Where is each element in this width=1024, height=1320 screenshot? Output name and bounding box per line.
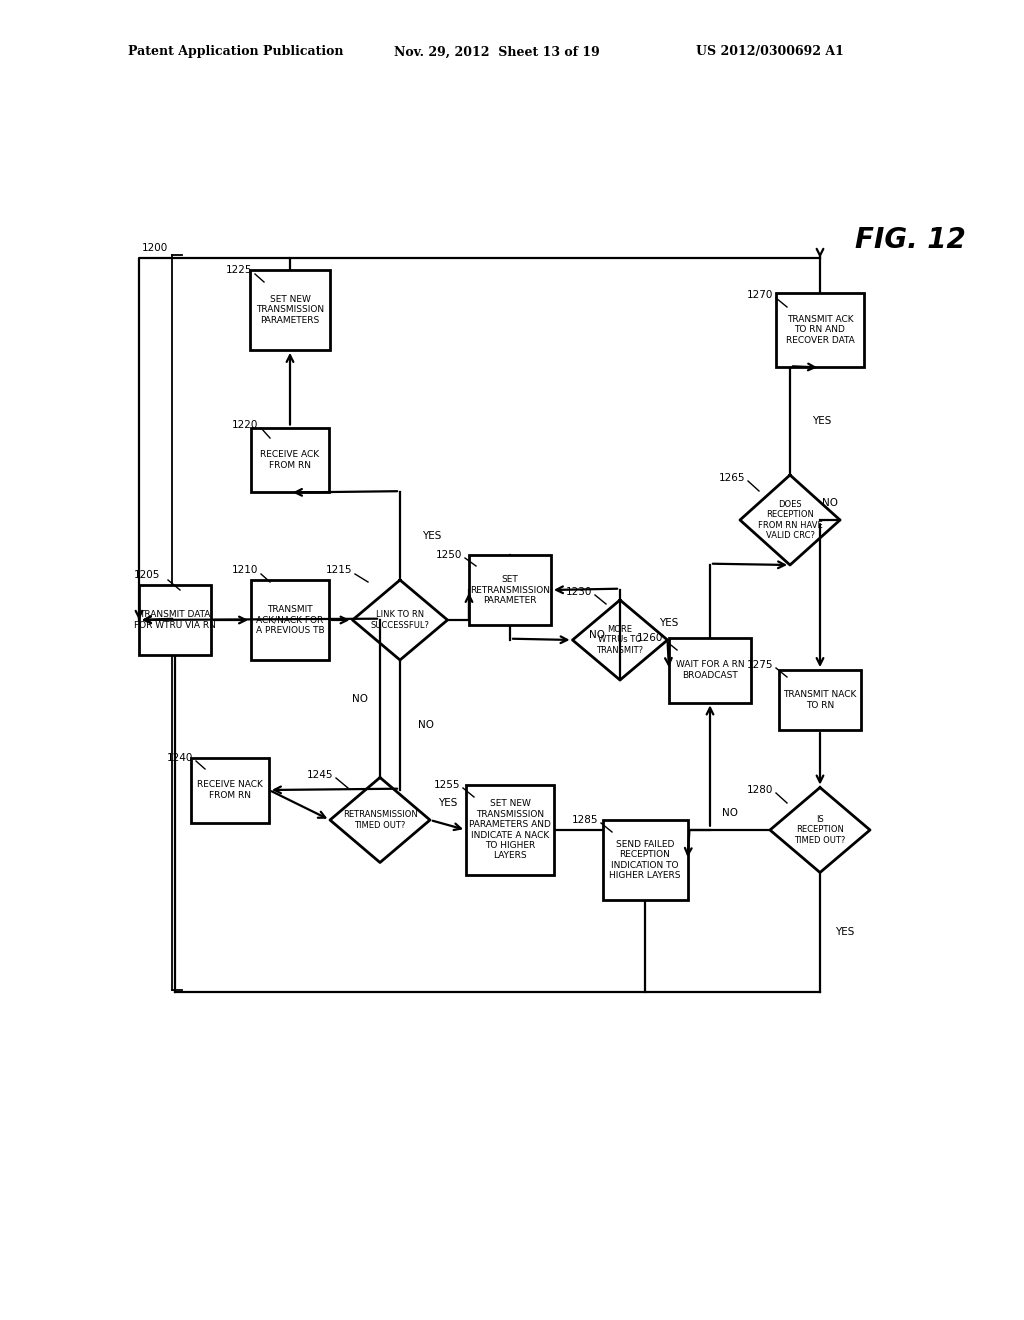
Text: NO: NO (822, 498, 838, 508)
FancyBboxPatch shape (139, 585, 211, 655)
Text: 1280: 1280 (746, 785, 773, 795)
Polygon shape (770, 788, 870, 873)
Text: IS
RECEPTION
TIMED OUT?: IS RECEPTION TIMED OUT? (795, 814, 846, 845)
FancyBboxPatch shape (250, 271, 330, 350)
Text: 1255: 1255 (433, 780, 460, 789)
Text: 1230: 1230 (565, 587, 592, 597)
Text: NO: NO (419, 719, 434, 730)
Text: 1275: 1275 (746, 660, 773, 671)
FancyBboxPatch shape (776, 293, 864, 367)
FancyBboxPatch shape (469, 554, 551, 624)
Text: 1210: 1210 (231, 565, 258, 576)
Text: YES: YES (423, 531, 442, 541)
Text: Nov. 29, 2012  Sheet 13 of 19: Nov. 29, 2012 Sheet 13 of 19 (394, 45, 600, 58)
Polygon shape (352, 579, 447, 660)
Text: 1205: 1205 (133, 570, 160, 579)
Text: NO: NO (589, 630, 604, 640)
Text: RECEIVE ACK
FROM RN: RECEIVE ACK FROM RN (260, 450, 319, 470)
Text: SET NEW
TRANSMISSION
PARAMETERS: SET NEW TRANSMISSION PARAMETERS (256, 296, 324, 325)
Polygon shape (330, 777, 430, 862)
Text: 1220: 1220 (231, 420, 258, 430)
FancyBboxPatch shape (602, 820, 687, 900)
FancyBboxPatch shape (669, 638, 751, 702)
Text: SEND FAILED
RECEPTION
INDICATION TO
HIGHER LAYERS: SEND FAILED RECEPTION INDICATION TO HIGH… (609, 840, 681, 880)
Text: FIG. 12: FIG. 12 (855, 226, 966, 253)
Text: LINK TO RN
SUCCESSFUL?: LINK TO RN SUCCESSFUL? (371, 610, 429, 630)
Text: DOES
RECEPTION
FROM RN HAVE
VALID CRC?: DOES RECEPTION FROM RN HAVE VALID CRC? (758, 500, 822, 540)
FancyBboxPatch shape (779, 671, 861, 730)
Text: 1240: 1240 (167, 752, 193, 763)
Text: 1250: 1250 (435, 550, 462, 560)
Text: 1270: 1270 (746, 290, 773, 300)
Text: SET NEW
TRANSMISSION
PARAMETERS AND
INDICATE A NACK
TO HIGHER
LAYERS: SET NEW TRANSMISSION PARAMETERS AND INDI… (469, 800, 551, 861)
Text: 1215: 1215 (326, 565, 352, 576)
Text: YES: YES (438, 797, 458, 808)
Text: 1260: 1260 (637, 634, 663, 643)
Polygon shape (740, 475, 840, 565)
FancyBboxPatch shape (251, 579, 329, 660)
Polygon shape (572, 601, 668, 680)
Text: 1225: 1225 (225, 265, 252, 275)
Text: TRANSMIT
ACK/NACK FOR
A PREVIOUS TB: TRANSMIT ACK/NACK FOR A PREVIOUS TB (256, 605, 325, 635)
Text: 1285: 1285 (571, 814, 598, 825)
Text: NO: NO (351, 694, 368, 704)
Text: US 2012/0300692 A1: US 2012/0300692 A1 (696, 45, 844, 58)
FancyBboxPatch shape (251, 428, 329, 492)
Text: TRANSMIT ACK
TO RN AND
RECOVER DATA: TRANSMIT ACK TO RN AND RECOVER DATA (785, 315, 854, 345)
Text: RETRANSMISSION
TIMED OUT?: RETRANSMISSION TIMED OUT? (343, 810, 418, 830)
FancyBboxPatch shape (191, 758, 269, 822)
Text: 1265: 1265 (719, 473, 745, 483)
Text: WAIT FOR A RN
BROADCAST: WAIT FOR A RN BROADCAST (676, 660, 744, 680)
Text: TRANSMIT DATA
FOR WTRU VIA RN: TRANSMIT DATA FOR WTRU VIA RN (134, 610, 216, 630)
Text: YES: YES (658, 618, 678, 628)
Text: MORE
WTRUs TO
TRANSMIT?: MORE WTRUs TO TRANSMIT? (596, 626, 643, 655)
Text: NO: NO (722, 808, 737, 818)
Text: YES: YES (836, 927, 855, 937)
Text: SET
RETRANSMISSION
PARAMETER: SET RETRANSMISSION PARAMETER (470, 576, 550, 605)
Text: YES: YES (812, 416, 831, 426)
Text: TRANSMIT NACK
TO RN: TRANSMIT NACK TO RN (783, 690, 857, 710)
Text: Patent Application Publication: Patent Application Publication (128, 45, 343, 58)
FancyBboxPatch shape (466, 785, 554, 875)
Text: RECEIVE NACK
FROM RN: RECEIVE NACK FROM RN (197, 780, 263, 800)
Text: 1245: 1245 (306, 770, 333, 780)
Text: 1200: 1200 (141, 243, 168, 253)
